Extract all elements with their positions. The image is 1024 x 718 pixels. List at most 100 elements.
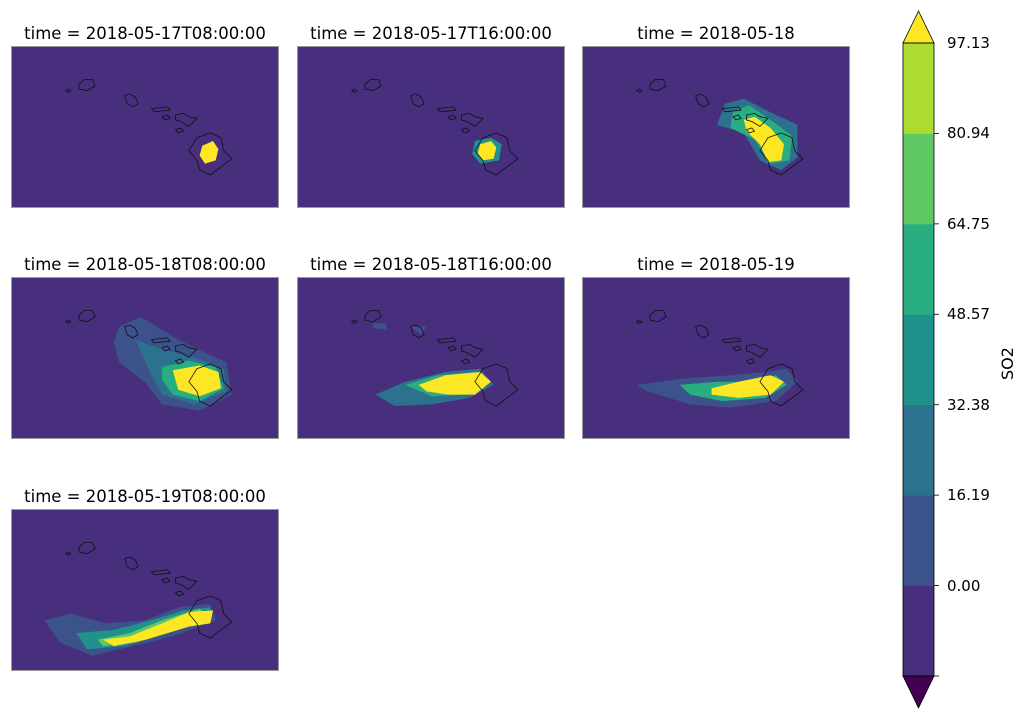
map-svg: [583, 47, 849, 207]
map-panel: [11, 509, 279, 671]
colorbar-tick-label: 48.57: [947, 305, 990, 324]
map-panel: [582, 277, 850, 439]
coastline: [759, 363, 804, 407]
coastline: [64, 319, 72, 324]
colorbar-label: SO2: [998, 347, 1017, 380]
coastline: [461, 112, 484, 127]
coastline: [746, 112, 769, 127]
coastline: [161, 345, 171, 352]
coastline: [759, 132, 804, 176]
panel-title: time = 2018-05-18T16:00:00: [310, 255, 552, 274]
colorbar-segment: [903, 223, 934, 315]
coastline: [350, 319, 358, 324]
coastline: [174, 358, 185, 365]
coastline: [78, 79, 96, 92]
map-panel: [297, 277, 565, 439]
so2-contour: [583, 63, 613, 103]
coastline: [188, 595, 233, 639]
coastline: [150, 569, 171, 576]
coastline: [721, 337, 742, 344]
coastline: [350, 88, 358, 93]
field-background: [583, 278, 849, 438]
coastline: [695, 324, 710, 339]
so2-contour: [743, 116, 784, 162]
coastline: [364, 310, 382, 323]
coastline: [410, 93, 425, 108]
panel-title: time = 2018-05-19: [637, 255, 795, 274]
coastline: [474, 363, 519, 407]
coastline: [721, 106, 742, 113]
colorbar-segment: [903, 314, 934, 406]
so2-contour: [711, 375, 784, 398]
coastline: [649, 79, 667, 92]
coastline: [175, 575, 198, 590]
coastline: [474, 132, 519, 176]
map-panel: [297, 46, 565, 208]
panel-title: time = 2018-05-19T08:00:00: [24, 487, 266, 506]
so2-contour: [298, 74, 341, 104]
coastline: [364, 79, 382, 92]
so2-contour: [373, 323, 387, 330]
so2-contour: [172, 365, 221, 397]
map-panel: [11, 46, 279, 208]
coastline: [174, 127, 185, 134]
map-svg: [298, 47, 564, 207]
coastline: [436, 106, 457, 113]
colorbar-tick-label: 80.94: [947, 124, 990, 143]
field-background: [298, 47, 564, 207]
coastline: [150, 337, 171, 344]
coastline: [124, 324, 139, 339]
map-svg: [12, 278, 278, 438]
coastline: [188, 363, 233, 407]
coastline: [649, 310, 667, 323]
colorbar-segment: [903, 585, 934, 677]
map-panel: [582, 46, 850, 208]
map-svg: [12, 47, 278, 207]
so2-contour: [410, 326, 427, 335]
so2-contour: [151, 282, 238, 308]
coastline: [746, 343, 769, 358]
coastline: [460, 358, 471, 365]
panel-title: time = 2018-05-18: [637, 24, 795, 43]
map-svg: [12, 510, 278, 670]
map-svg: [298, 278, 564, 438]
coastline: [78, 542, 96, 555]
coastline: [174, 590, 185, 597]
coastline: [460, 127, 471, 134]
coastline: [161, 114, 171, 121]
coastline: [124, 93, 139, 108]
coastline: [188, 132, 233, 176]
field-background: [12, 47, 278, 207]
panel-title: time = 2018-05-17T16:00:00: [310, 24, 552, 43]
colorbar-outline: [902, 42, 935, 677]
colorbar-segment: [903, 404, 934, 496]
coastline: [695, 93, 710, 108]
coastline: [161, 577, 171, 584]
coastline: [745, 127, 756, 134]
panel-title: time = 2018-05-17T08:00:00: [24, 24, 266, 43]
colorbar-segment: [903, 495, 934, 586]
coastline: [175, 343, 198, 358]
so2-contour: [199, 141, 219, 164]
coastline: [447, 114, 457, 121]
colorbar-tick-label: 16.19: [947, 486, 990, 505]
colorbar-tick-label: 32.38: [947, 395, 990, 414]
so2-contour: [12, 281, 93, 314]
so2-contour: [477, 141, 497, 161]
coastline: [175, 112, 198, 127]
so2-contour: [418, 372, 491, 395]
coastline: [745, 358, 756, 365]
so2-contour: [628, 66, 699, 80]
coastline: [64, 88, 72, 93]
colorbar-tick-label: 97.13: [947, 34, 990, 52]
map-panel: [11, 277, 279, 439]
coastline: [124, 556, 139, 571]
coastline: [635, 319, 643, 324]
map-svg: [583, 278, 849, 438]
coastline: [436, 337, 457, 344]
so2-contour: [493, 175, 516, 192]
field-background: [583, 47, 849, 207]
so2-contour: [103, 610, 213, 647]
coastline: [732, 345, 742, 352]
